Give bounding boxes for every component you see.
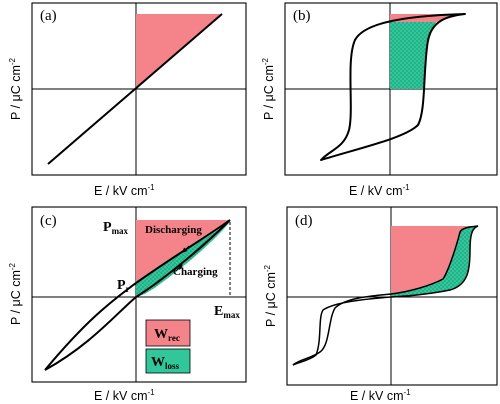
legend-wloss-label: Wloss [151, 355, 180, 371]
panel-c-pr-label: Pr [117, 278, 130, 294]
panel-d-frame [286, 206, 498, 386]
panel-c-charging-label: Charging [173, 266, 218, 278]
panel-d-loss-texture [391, 226, 478, 297]
panel-c-discharge-curve [44, 219, 231, 371]
legend-wrec-label: Wrec [154, 327, 180, 343]
panel-d-charge-curve [292, 225, 479, 366]
panel-b-recoverable-area [390, 14, 465, 22]
panel-a-ylabel: P / μC cm-2 [8, 57, 23, 120]
panel-a-label: (a) [40, 8, 57, 24]
panel-a-xlabel: E / kV cm-1 [94, 183, 155, 198]
panel-d-ylabel: P / μC cm-2 [263, 264, 278, 327]
panel-b: (b) E / kV cm-1 P / μC cm-2 [261, 2, 498, 198]
panel-c-charge-curve [44, 219, 231, 371]
panel-c-label: (c) [40, 213, 57, 229]
panel-b-hysteresis-loop [320, 13, 466, 161]
panel-d-label: (d) [295, 213, 313, 229]
panel-c: Discharging Charging Pmax Pr Emax (c) Wr… [8, 206, 247, 403]
panel-b-ylabel: P / μC cm-2 [261, 57, 276, 120]
panel-b-xlabel: E / kV cm-1 [349, 183, 410, 198]
panel-c-recoverable-area [136, 220, 230, 283]
legend-wloss-swatch [145, 348, 191, 374]
panel-a: (a) E / kV cm-1 P / μC cm-2 [8, 2, 247, 198]
panel-c-xlabel: E / kV cm-1 [94, 388, 155, 403]
panel-d: (d) E / kV cm-1 P / μC cm-2 [263, 206, 498, 403]
panel-b-loss-texture [390, 22, 436, 89]
panel-c-charge-arrow [175, 264, 183, 272]
panel-a-linear-curve [47, 13, 223, 165]
panel-c-ylabel: P / μC cm-2 [8, 262, 23, 325]
panel-c-emax-label: Emax [214, 304, 240, 320]
panel-c-discharging-label: Discharging [145, 224, 202, 236]
panel-c-pmax-label: Pmax [103, 220, 129, 236]
panel-c-loss-texture [136, 222, 230, 297]
panel-d-discharge-curve [292, 225, 479, 366]
panel-d-xlabel: E / kV cm-1 [350, 388, 411, 403]
panel-c-discharge-arrow [182, 245, 190, 253]
legend-wrec-swatch [145, 319, 191, 347]
panel-b-label: (b) [293, 8, 311, 24]
panel-c-frame [31, 206, 247, 383]
